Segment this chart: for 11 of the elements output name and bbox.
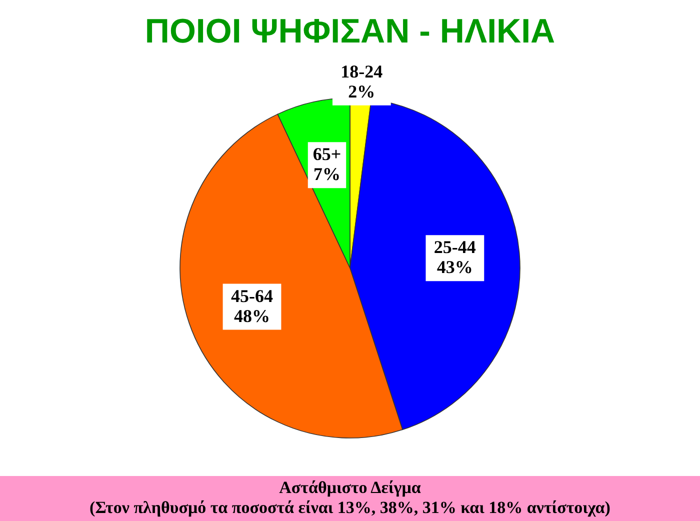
slice-label: 25-44 <box>434 237 476 258</box>
text: (Στον πληθυσμό τα ποσοστά είναι 13%, 38%, 31% και 18% αντίστοιχα) <box>90 498 610 518</box>
slice-label: 18-24 <box>340 61 383 82</box>
data-label: 7% <box>314 164 341 184</box>
slice-label: 65+ <box>312 144 342 164</box>
data-label: 43% <box>436 257 473 278</box>
slice-label: 45-64 <box>231 286 273 306</box>
chart-title: ΠΟΙΟΙ ΨΗΦΙΣΑΝ - ΗΛΙΚΙΑ <box>144 12 556 50</box>
data-label: 48% <box>234 306 270 326</box>
text: Αστάθμιστο Δείγμα <box>279 478 421 498</box>
data-label: 2% <box>348 81 376 102</box>
